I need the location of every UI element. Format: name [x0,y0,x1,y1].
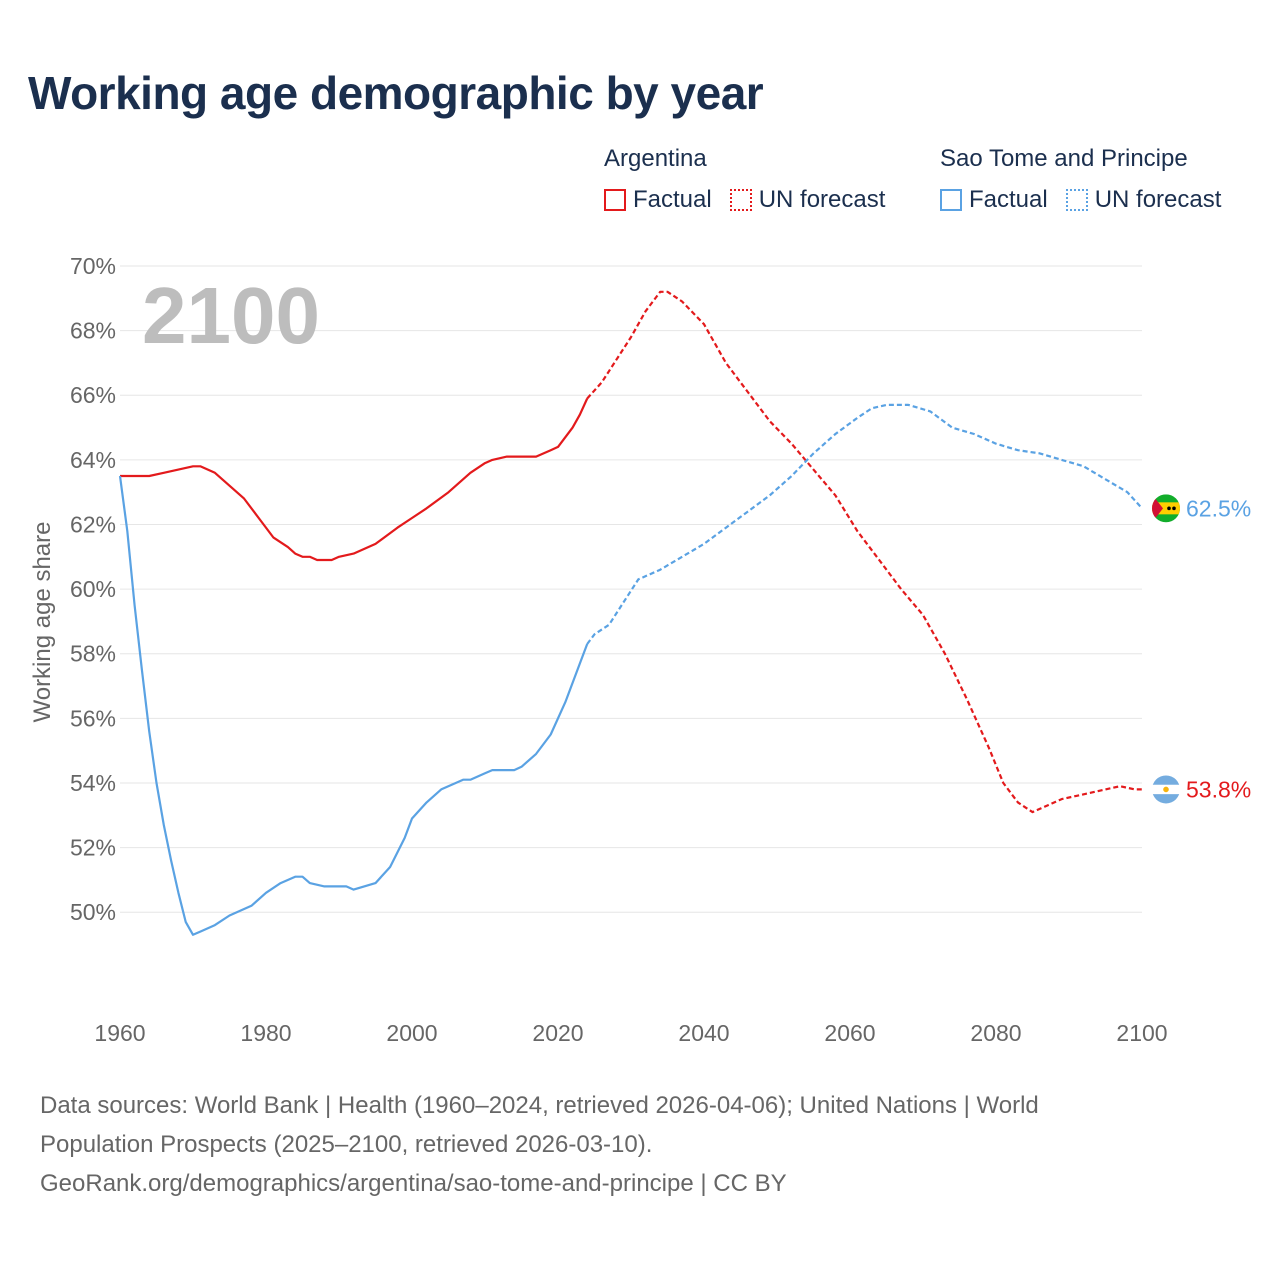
end-labels: 53.8% 62.5% [1186,495,1251,802]
end-value-label: 53.8% [1186,776,1251,802]
x-tick-label: 2080 [970,1020,1021,1046]
x-tick-label: 2020 [532,1020,583,1046]
legend-label-forecast: UN forecast [758,186,886,213]
sao-tome-and-principe-flag-icon [1152,494,1180,523]
y-tick-label: 70% [70,253,116,279]
legend-swatch-solid-icon [940,189,962,211]
legend-item-argentina-forecast[interactable]: UN forecast [729,186,886,214]
legend-swatch-dotted-icon [729,189,752,211]
series-line-forecast-sao-tome-and-principe[interactable] [586,403,1143,645]
end-value-label: 62.5% [1186,495,1251,521]
y-tick-label: 58% [70,641,116,667]
footer-line: Data sources: World Bank | Health (1960–… [40,1092,1039,1119]
footer-link[interactable]: GeoRank.org/demographics/argentina/sao-t… [40,1170,787,1197]
y-tick-label: 50% [70,899,116,925]
y-axis-title: Working age share [29,522,56,723]
series-line-factual-argentina[interactable] [120,398,589,562]
y-tick-label: 60% [70,576,116,602]
x-tick-label: 2100 [1116,1020,1167,1046]
series-line-factual-sao-tome-and-principe[interactable] [118,475,589,936]
x-axis-ticks: 1960 1980 2000 2020 2040 2060 2080 2100 [94,1020,1167,1046]
argentina-flag-icon [1152,775,1180,804]
x-tick-label: 2040 [678,1020,729,1046]
legend-label-factual: Factual [633,186,712,213]
legend-group-argentina: Argentina Factual UN forecast [604,144,885,214]
legend-group-sao-tome: Sao Tome and Principe Factual UN forecas… [940,144,1221,214]
x-tick-label: 2060 [824,1020,875,1046]
x-tick-label: 1960 [94,1020,145,1046]
y-tick-label: 54% [70,770,116,796]
flag-layer [1152,494,1180,804]
legend-item-sao-tome-factual[interactable]: Factual [940,186,1048,214]
y-tick-label: 56% [70,705,116,731]
y-tick-label: 64% [70,447,116,473]
legend-item-argentina-factual[interactable]: Factual [604,186,712,214]
footer-sources: Data sources: World Bank | Health (1960–… [40,1086,1240,1203]
y-tick-label: 66% [70,382,116,408]
x-tick-label: 1980 [240,1020,291,1046]
y-axis-ticks: 50% 52% 54% 56% 58% 60% 62% 64% 66% 68% 70% [70,253,116,925]
chart-title: Working age demographic by year [28,67,764,119]
y-tick-label: 62% [70,511,116,537]
legend-group-title-argentina: Argentina [604,145,707,172]
y-tick-label: 52% [70,835,116,861]
series-line-forecast-argentina[interactable] [586,290,1142,814]
legend-label-factual: Factual [969,186,1048,213]
legend-label-forecast: UN forecast [1094,186,1222,213]
x-tick-label: 2000 [386,1020,437,1046]
legend-item-sao-tome-forecast[interactable]: UN forecast [1065,186,1222,214]
footer-line: Population Prospects (2025–2100, retriev… [40,1131,653,1158]
current-year-label: 2100 [142,271,320,360]
legend-group-title-sao-tome: Sao Tome and Principe [940,145,1188,172]
legend-swatch-dotted-icon [1065,189,1088,211]
series-layer [118,290,1143,936]
y-tick-label: 68% [70,318,116,344]
grid-layer [120,265,1142,913]
legend-swatch-solid-icon [604,189,626,211]
